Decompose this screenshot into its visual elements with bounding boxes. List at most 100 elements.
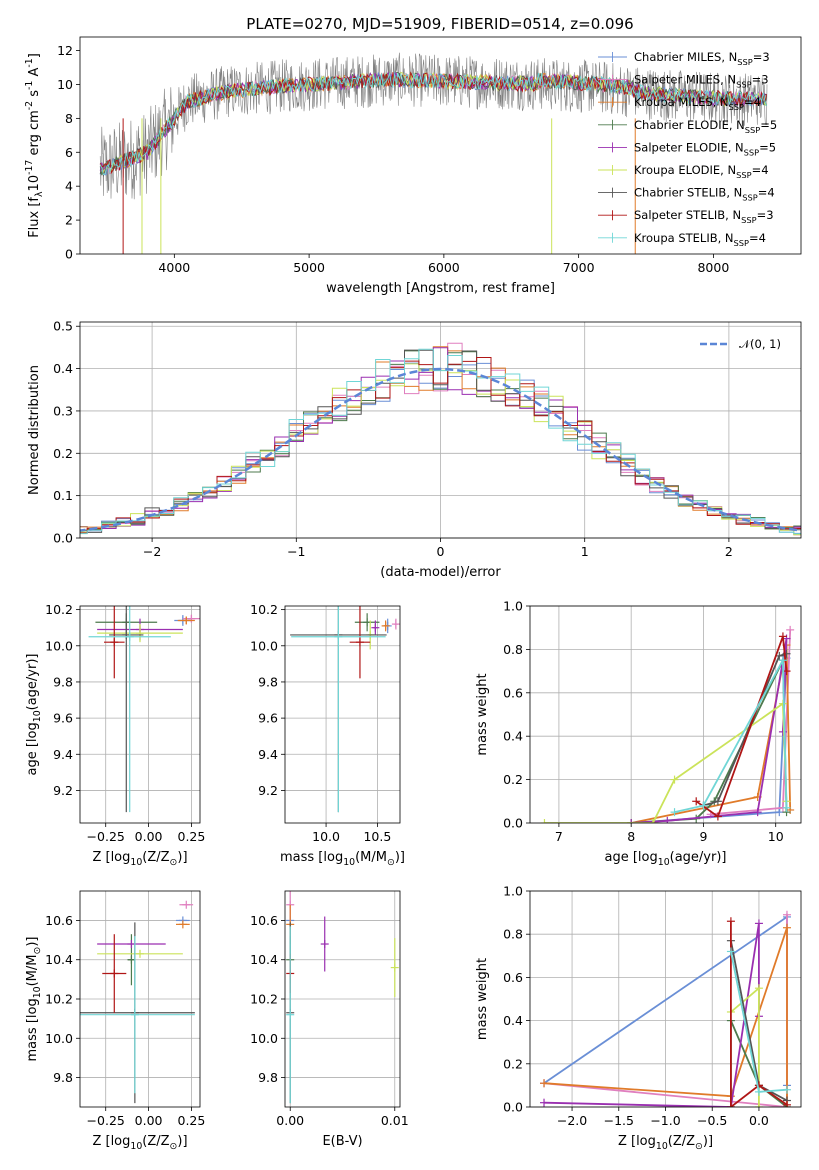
label-part: mass [log xyxy=(280,850,343,865)
x-tick-label: 0.25 xyxy=(178,1113,206,1128)
weight-line-salpeter-elodie xyxy=(543,923,760,1107)
label-part: Salpeter MILES, N xyxy=(634,73,736,87)
y-tick-label: 0.8 xyxy=(503,927,523,942)
label-part: mass weight xyxy=(475,673,490,755)
legend-entry: Salpeter MILES, NSSP=3 xyxy=(634,73,769,90)
y-tick-label: 1.0 xyxy=(503,599,523,614)
label-part: λ xyxy=(34,191,45,197)
y-tick-label: 10.2 xyxy=(45,602,73,617)
label-part: Z [log xyxy=(92,1134,130,1149)
y-tick-label: 0 xyxy=(65,247,73,262)
label-part: SSP xyxy=(736,170,751,180)
legend-entry: Chabrier ELODIE, NSSP=5 xyxy=(634,118,777,135)
x-tick-label: 8 xyxy=(627,829,635,844)
y-tick-label: 0.4 xyxy=(503,729,523,744)
y-tick-label: 2 xyxy=(65,213,73,228)
x-tick-label: 10.5 xyxy=(363,829,391,844)
plot-area xyxy=(99,52,768,254)
y-tick-label: 10.6 xyxy=(45,913,73,928)
y-tick-label: 0.5 xyxy=(53,319,73,334)
label-part: (data-model)/error xyxy=(380,565,501,580)
legend-entry: 𝒩(0, 1) xyxy=(739,337,781,351)
label-part: mass weight xyxy=(475,958,490,1040)
label-part: )] xyxy=(395,850,405,865)
label-part: -1 xyxy=(24,58,35,67)
y-tick-label: 9.2 xyxy=(53,783,73,798)
error-bar-point xyxy=(97,949,183,958)
label-part: 10 xyxy=(32,710,43,722)
label-part: (Z/Z xyxy=(142,850,169,865)
panel-residuals: −2 −1 0 1 2 0.0 0.1 0.2 0.3 0.4 0.5 (data-model)/er… xyxy=(27,319,802,580)
error-bar-point xyxy=(88,606,171,813)
label-part: s xyxy=(27,90,42,101)
axes-frame xyxy=(79,605,201,824)
plot-area xyxy=(540,910,791,1107)
label-part: SSP xyxy=(744,147,759,157)
x-tick-label: 0.00 xyxy=(135,829,163,844)
label-part: =5 xyxy=(760,118,777,132)
x-tick-label: 7 xyxy=(555,829,563,844)
label-part: Flux [f xyxy=(27,197,42,238)
y-axis-label: Flux [fλ10-17 erg cm-2 s-1 A-1] xyxy=(24,53,45,238)
label-part: 𝒩(0, 1) xyxy=(739,337,781,351)
x-tick-label: 0.01 xyxy=(381,1113,409,1128)
x-tick-label: −2 xyxy=(143,544,161,559)
label-part: SSP xyxy=(741,215,756,225)
x-tick-label: −0.25 xyxy=(87,829,125,844)
x-tick-label: 0.0 xyxy=(749,1113,769,1128)
y-tick-label: 8 xyxy=(65,111,73,126)
y-axis-label: age [log10(age/yr)] xyxy=(25,654,43,776)
label-part: (M/M xyxy=(355,850,387,865)
y-tick-label: 10.0 xyxy=(250,638,278,653)
x-tick-label: 0.25 xyxy=(178,829,206,844)
x-axis-label: age [log10(age/yr)] xyxy=(605,850,727,868)
y-tick-label: 0.2 xyxy=(503,772,523,787)
error-bar-point xyxy=(320,916,329,972)
label-part: =3 xyxy=(757,208,774,222)
x-tick-label: −1.5 xyxy=(604,1113,634,1128)
label-part: =4 xyxy=(744,95,761,109)
legend: 𝒩(0, 1) xyxy=(700,337,781,351)
x-tick-label: 5000 xyxy=(293,260,325,275)
label-part: SSP xyxy=(729,102,744,112)
label-part: SSP xyxy=(745,125,760,135)
y-tick-label: 0.2 xyxy=(503,1056,523,1071)
x-axis-label: Z [log10(Z/Z⊙)] xyxy=(92,1134,187,1152)
label-part: (Z/Z xyxy=(668,1134,695,1149)
label-part: Chabrier MILES, N xyxy=(634,50,737,64)
x-axis-label: E(B-V) xyxy=(322,1134,362,1149)
panel-mass_vs_ebv: 0.00 0.01 9.8 10.0 10.2 10.4 10.6 E(B-V) xyxy=(250,890,409,1149)
y-tick-label: 1.0 xyxy=(503,884,523,899)
histogram-kroupa-stelib xyxy=(80,348,801,535)
y-tick-label: 4 xyxy=(65,179,73,194)
label-part: -17 xyxy=(24,160,35,175)
panel-spectrum: 4000 5000 6000 7000 8000 0 2 4 6 8 10 12 wavelength … xyxy=(24,36,802,296)
label-part: =5 xyxy=(759,140,776,154)
label-part: =4 xyxy=(752,163,769,177)
axes-frame xyxy=(79,321,802,539)
error-bar-point xyxy=(286,926,295,1104)
weight-line-kroupa-miles xyxy=(631,644,792,823)
y-tick-label: 9.6 xyxy=(258,711,278,726)
label-part: SSP xyxy=(734,238,749,248)
y-tick-label: 0.4 xyxy=(503,1013,523,1028)
legend-entry: Chabrier MILES, NSSP=3 xyxy=(634,50,770,67)
label-part: age [log xyxy=(605,850,658,865)
label-part: SSP xyxy=(737,57,752,67)
plot-area xyxy=(80,900,195,1104)
axes-frame xyxy=(284,605,401,824)
y-tick-label: 10.2 xyxy=(45,992,73,1007)
label-part: ⊙ xyxy=(32,947,43,955)
error-bar-point xyxy=(182,614,200,623)
axes-frame xyxy=(529,605,802,824)
x-tick-label: 4000 xyxy=(158,260,190,275)
label-part: mass [log xyxy=(25,998,40,1061)
x-tick-label: 7000 xyxy=(563,260,595,275)
y-tick-label: 10.0 xyxy=(45,1031,73,1046)
panels: 4000 5000 6000 7000 8000024681012wavelength … xyxy=(24,36,802,1152)
label-part: age [log xyxy=(25,722,40,775)
y-tick-label: 10.4 xyxy=(45,952,73,967)
error-bar-point xyxy=(104,606,125,679)
x-axis-label: (data-model)/error xyxy=(380,565,501,580)
